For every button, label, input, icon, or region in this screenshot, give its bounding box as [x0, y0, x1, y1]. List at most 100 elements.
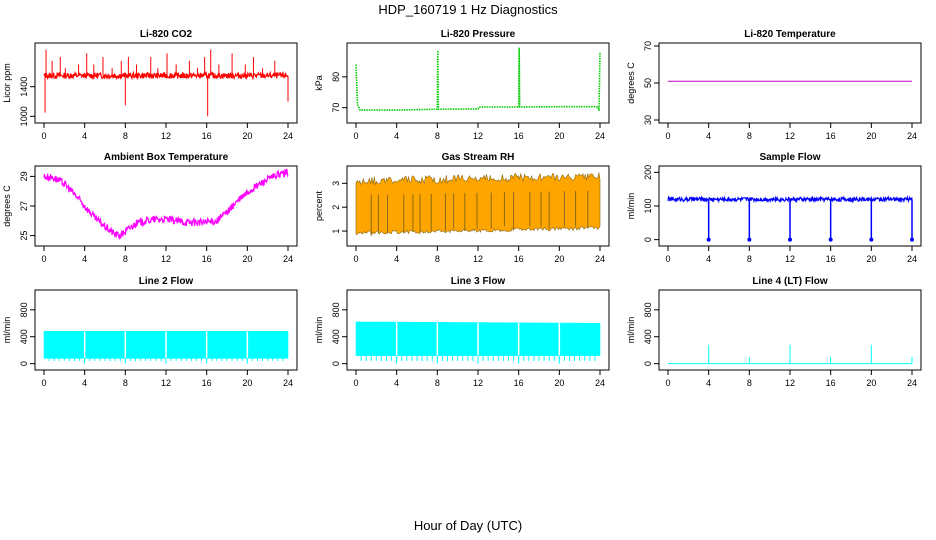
y-tick-label: 0	[643, 361, 653, 366]
x-tick-label: 20	[554, 131, 564, 141]
y-tick-label: 70	[643, 41, 653, 51]
x-tick-label: 8	[747, 131, 752, 141]
x-tick-label: 0	[665, 378, 670, 388]
x-tick-label: 0	[41, 378, 46, 388]
panel-title: Line 4 (LT) Flow	[752, 276, 828, 287]
y-tick-label: 1	[331, 229, 341, 234]
y-tick-label: 200	[643, 165, 653, 180]
x-tick-label: 8	[747, 378, 752, 388]
x-tick-label: 12	[473, 378, 483, 388]
x-tick-label: 4	[82, 254, 87, 264]
x-tick-label: 0	[665, 254, 670, 264]
series-spike-end	[747, 237, 752, 242]
x-tick-label: 4	[394, 131, 399, 141]
y-tick-label: 400	[643, 329, 653, 344]
plot-frame	[658, 42, 922, 124]
y-tick-label: 100	[643, 198, 653, 213]
x-tick-label: 0	[353, 131, 358, 141]
x-tick-label: 4	[82, 131, 87, 141]
x-tick-label: 16	[826, 254, 836, 264]
panel-line2-flow: Line 2 Flow 0 4 8 12 16 20 24 0 400 800 ml/min	[2, 276, 298, 388]
x-tick-label: 24	[283, 131, 293, 141]
x-tick-label: 16	[202, 254, 212, 264]
x-tick-label: 8	[123, 131, 128, 141]
x-tick-label: 24	[907, 131, 917, 141]
x-tick-label: 8	[435, 254, 440, 264]
x-tick-label: 16	[826, 378, 836, 388]
y-axis-label: ml/min	[314, 317, 324, 344]
x-tick-label: 8	[747, 254, 752, 264]
panel-li820-temp: Li-820 Temperature 0 4 8 12 16 20 24 30 50 70 degre…	[626, 29, 922, 141]
y-axis-label: Licor ppm	[2, 63, 12, 103]
y-tick-label: 50	[643, 78, 653, 88]
x-tick-label: 12	[473, 131, 483, 141]
x-tick-label: 20	[242, 254, 252, 264]
x-tick-label: 12	[785, 378, 795, 388]
x-tick-label: 8	[435, 131, 440, 141]
plot-frame	[34, 165, 298, 247]
x-tick-label: 12	[161, 131, 171, 141]
panel-title: Li-820 CO2	[140, 29, 193, 40]
y-tick-label: 27	[19, 201, 29, 211]
x-tick-label: 12	[473, 254, 483, 264]
x-tick-label: 4	[82, 378, 87, 388]
panel-sample-flow: Sample Flow 0 4 8 12 16 20 24 0 100 200 ml/min	[626, 152, 922, 264]
y-tick-label: 3	[331, 181, 341, 186]
x-tick-label: 24	[595, 378, 605, 388]
y-axis-label: ml/min	[2, 317, 12, 344]
x-tick-label: 0	[353, 378, 358, 388]
figure-title: HDP_160719 1 Hz Diagnostics	[378, 2, 558, 17]
panel-title: Line 2 Flow	[139, 276, 194, 287]
x-tick-label: 0	[353, 254, 358, 264]
y-tick-label: 25	[19, 231, 29, 241]
y-tick-label: 800	[331, 302, 341, 317]
x-tick-label: 20	[866, 254, 876, 264]
series-line	[43, 168, 289, 241]
x-tick-label: 24	[907, 254, 917, 264]
x-tick-label: 12	[161, 254, 171, 264]
x-tick-label: 20	[242, 131, 252, 141]
y-axis-label: ml/min	[626, 317, 636, 344]
x-tick-label: 24	[595, 254, 605, 264]
x-tick-label: 0	[665, 131, 670, 141]
x-tick-label: 12	[785, 254, 795, 264]
y-tick-label: 0	[643, 237, 653, 242]
series-spike-end	[910, 237, 914, 242]
y-tick-label: 70	[331, 103, 341, 113]
x-tick-label: 16	[202, 131, 212, 141]
x-tick-label: 8	[435, 378, 440, 388]
x-tick-label: 8	[123, 378, 128, 388]
x-tick-label: 16	[826, 131, 836, 141]
series-line	[355, 47, 601, 111]
x-tick-label: 16	[514, 131, 524, 141]
panel-title: Li-820 Temperature	[744, 29, 836, 40]
y-tick-label: 2	[331, 205, 341, 210]
y-tick-label: 1000	[19, 106, 29, 126]
series-spike-end	[828, 237, 833, 242]
x-tick-label: 16	[514, 378, 524, 388]
y-tick-label: 400	[19, 329, 29, 344]
x-tick-label: 24	[907, 378, 917, 388]
panel-title: Sample Flow	[759, 152, 820, 163]
x-tick-label: 20	[866, 378, 876, 388]
y-axis-label: kPa	[314, 75, 324, 91]
y-tick-label: 400	[331, 329, 341, 344]
y-tick-label: 800	[643, 302, 653, 317]
x-tick-label: 24	[283, 378, 293, 388]
plot-frame	[34, 42, 298, 124]
y-tick-label: 80	[331, 72, 341, 82]
panel-title: Ambient Box Temperature	[104, 152, 229, 163]
x-tick-label: 4	[706, 131, 711, 141]
x-tick-label: 20	[554, 254, 564, 264]
x-tick-label: 16	[514, 254, 524, 264]
y-tick-label: 1400	[19, 77, 29, 97]
panel-title: Li-820 Pressure	[441, 29, 516, 40]
x-tick-label: 0	[41, 131, 46, 141]
x-tick-label: 20	[242, 378, 252, 388]
panel-line4-flow: Line 4 (LT) Flow 0 4 8 12 16 20 24 0 400 800 ml/min	[626, 276, 922, 388]
x-tick-label: 0	[41, 254, 46, 264]
x-tick-label: 4	[394, 378, 399, 388]
x-tick-label: 16	[202, 378, 212, 388]
